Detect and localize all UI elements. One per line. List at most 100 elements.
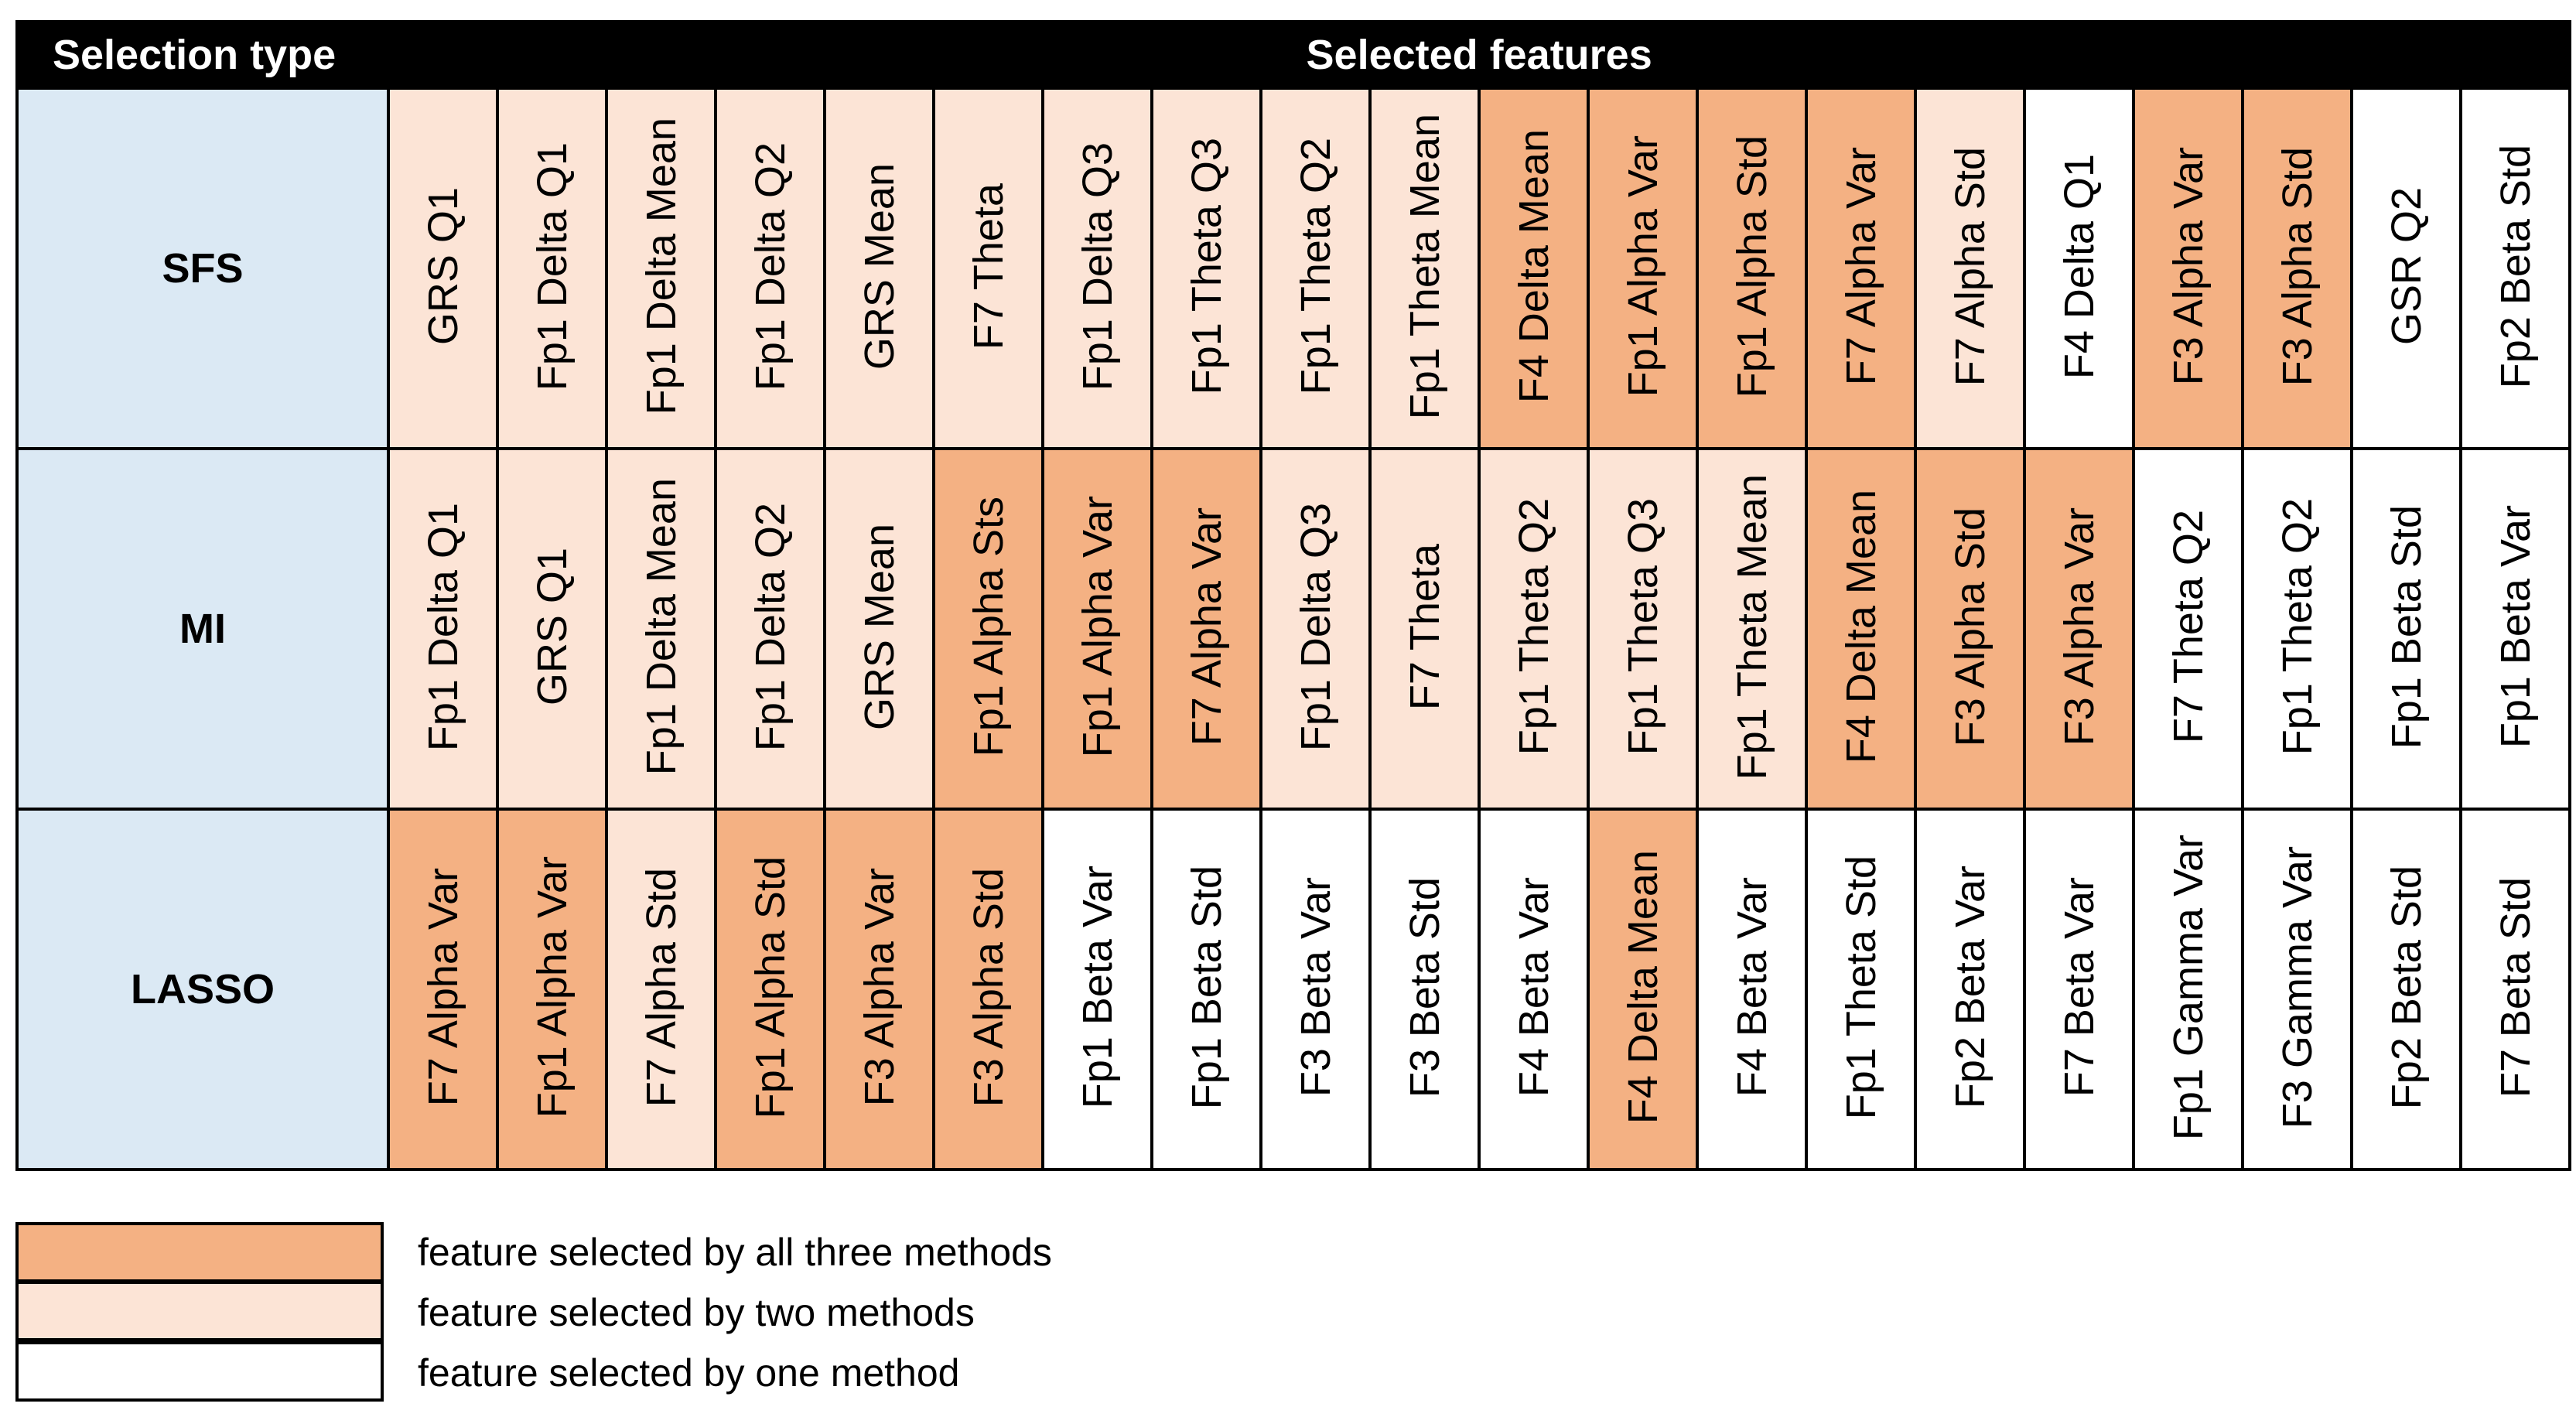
feature-cell: Fp1 Alpha Var bbox=[1041, 447, 1153, 811]
feature-cell: F3 Beta Std bbox=[1368, 808, 1481, 1171]
feature-selection-table: Selection type Selected features SFS GRS … bbox=[15, 20, 2572, 1171]
legend-item: feature selected by all three methods bbox=[15, 1222, 1052, 1282]
feature-cell: F3 Gamma Var bbox=[2241, 808, 2353, 1171]
feature-label: Fp1 Alpha Std bbox=[1728, 135, 1775, 398]
feature-label: F4 Delta Mean bbox=[1619, 850, 1666, 1125]
feature-cell: F7 Alpha Std bbox=[1914, 87, 2026, 450]
feature-label: F7 Theta Q2 bbox=[2164, 510, 2212, 744]
feature-label: F7 Theta bbox=[965, 183, 1012, 350]
feature-cell: F7 Alpha Var bbox=[1150, 447, 1262, 811]
feature-cell: GRS Mean bbox=[823, 87, 935, 450]
feature-cell: F7 Alpha Var bbox=[387, 808, 499, 1171]
feature-label: Fp1 Alpha Var bbox=[1619, 135, 1666, 398]
feature-cell: F7 Alpha Var bbox=[1805, 87, 1917, 450]
feature-cell: Fp1 Theta Q2 bbox=[1478, 447, 1590, 811]
feature-cell: F3 Alpha Var bbox=[2132, 87, 2244, 450]
feature-cell: F3 Alpha Std bbox=[932, 808, 1044, 1171]
feature-cell: Fp1 Theta Q2 bbox=[2241, 447, 2353, 811]
feature-label: Fp2 Beta Std bbox=[2383, 865, 2430, 1110]
selection-type-header: Selection type bbox=[15, 20, 390, 90]
feature-label: Fp1 Alpha Var bbox=[1074, 496, 1121, 758]
feature-cell: GSR Q2 bbox=[2350, 87, 2462, 450]
feature-label: Fp1 Theta Mean bbox=[1401, 113, 1448, 420]
feature-label: F7 Beta Var bbox=[2055, 877, 2103, 1098]
feature-label: F4 Delta Mean bbox=[1837, 490, 1884, 764]
feature-label: F3 Alpha Var bbox=[2055, 507, 2103, 746]
feature-label: Fp1 Theta Mean bbox=[1728, 473, 1775, 780]
feature-label: F3 Beta Var bbox=[1292, 877, 1339, 1098]
feature-cell: Fp1 Theta Q2 bbox=[1259, 87, 1372, 450]
table-body: SFS GRS Q1 Fp1 Delta Q1 Fp1 Delta Mean Fp1 D… bbox=[15, 87, 2572, 1171]
method-row-mi: MI Fp1 Delta Q1 GRS Q1 Fp1 Delta Mean Fp1 De… bbox=[15, 447, 2572, 811]
feature-cell: Fp1 Theta Q3 bbox=[1150, 87, 1262, 450]
feature-label: Fp1 Theta Q3 bbox=[1619, 498, 1666, 756]
feature-cell: Fp1 Theta Mean bbox=[1368, 87, 1481, 450]
legend: feature selected by all three methods fea… bbox=[15, 1222, 1052, 1403]
feature-cell: F4 Delta Mean bbox=[1587, 808, 1699, 1171]
feature-cell: F7 Theta bbox=[1368, 447, 1481, 811]
feature-cell: Fp2 Beta Var bbox=[1914, 808, 2026, 1171]
feature-cell: Fp2 Beta Std bbox=[2458, 87, 2572, 450]
feature-label: F7 Alpha Std bbox=[637, 867, 685, 1108]
feature-cell: GRS Mean bbox=[823, 447, 935, 811]
feature-label: F3 Gamma Var bbox=[2274, 845, 2321, 1129]
feature-label: Fp1 Delta Q2 bbox=[746, 142, 794, 391]
feature-cell: F4 Beta Var bbox=[1478, 808, 1590, 1171]
legend-label: feature selected by one method bbox=[418, 1351, 960, 1395]
feature-cell: Fp1 Delta Q3 bbox=[1259, 447, 1372, 811]
feature-cell: F7 Alpha Std bbox=[605, 808, 717, 1171]
feature-label: F4 Beta Var bbox=[1728, 877, 1775, 1098]
method-label: MI bbox=[15, 447, 390, 811]
header-row: Selection type Selected features bbox=[15, 20, 2572, 90]
feature-cell: Fp1 Gamma Var bbox=[2132, 808, 2244, 1171]
legend-label: feature selected by all three methods bbox=[418, 1231, 1052, 1274]
feature-label: GRS Q1 bbox=[419, 187, 466, 346]
feature-label: Fp1 Theta Q2 bbox=[1292, 138, 1339, 395]
legend-swatch bbox=[15, 1341, 384, 1402]
feature-label: Fp1 Gamma Var bbox=[2164, 834, 2212, 1141]
feature-cell: Fp1 Alpha Sts bbox=[932, 447, 1044, 811]
feature-cell: Fp2 Beta Std bbox=[2350, 808, 2462, 1171]
feature-label: GRS Mean bbox=[856, 523, 903, 731]
feature-cell: Fp1 Theta Q3 bbox=[1587, 447, 1699, 811]
feature-cell: F4 Delta Mean bbox=[1805, 447, 1917, 811]
method-row-lasso: LASSO F7 Alpha Var Fp1 Alpha Var F7 Alpha S… bbox=[15, 808, 2572, 1171]
feature-cell: Fp1 Delta Q1 bbox=[387, 447, 499, 811]
selected-features-header: Selected features bbox=[386, 20, 2572, 90]
method-label: SFS bbox=[15, 87, 390, 450]
legend-swatch bbox=[15, 1222, 384, 1282]
feature-label: F4 Delta Q1 bbox=[2055, 153, 2103, 380]
feature-label: F7 Alpha Var bbox=[1837, 147, 1884, 386]
feature-cell: Fp1 Alpha Std bbox=[714, 808, 826, 1171]
method-row-sfs: SFS GRS Q1 Fp1 Delta Q1 Fp1 Delta Mean Fp1 D… bbox=[15, 87, 2572, 450]
feature-label: F3 Alpha Var bbox=[2164, 147, 2212, 386]
legend-swatch bbox=[15, 1281, 384, 1341]
feature-cell: Fp1 Delta Mean bbox=[605, 447, 717, 811]
feature-label: Fp1 Theta Q2 bbox=[2274, 498, 2321, 756]
feature-label: F7 Alpha Var bbox=[419, 868, 466, 1107]
feature-cell: GRS Q1 bbox=[496, 447, 608, 811]
feature-label: F7 Alpha Var bbox=[1183, 507, 1230, 746]
feature-label: Fp1 Delta Mean bbox=[637, 118, 685, 415]
feature-label: Fp1 Theta Q3 bbox=[1183, 138, 1230, 395]
feature-cell: F3 Alpha Var bbox=[823, 808, 935, 1171]
feature-cell: Fp1 Delta Q3 bbox=[1041, 87, 1153, 450]
feature-label: F3 Alpha Std bbox=[2274, 146, 2321, 387]
feature-label: F3 Alpha Var bbox=[856, 868, 903, 1107]
feature-cell: Fp1 Delta Q2 bbox=[714, 87, 826, 450]
feature-cell: F4 Delta Q1 bbox=[2023, 87, 2135, 450]
feature-label: GRS Mean bbox=[856, 162, 903, 371]
feature-cell: F3 Alpha Std bbox=[1914, 447, 2026, 811]
feature-cell: Fp1 Delta Q2 bbox=[714, 447, 826, 811]
feature-label: Fp1 Delta Q3 bbox=[1292, 502, 1339, 752]
feature-label: Fp1 Delta Q1 bbox=[419, 502, 466, 752]
feature-label: GSR Q2 bbox=[2383, 187, 2430, 346]
legend-item: feature selected by two methods bbox=[15, 1281, 1052, 1343]
feature-cell: F7 Theta Q2 bbox=[2132, 447, 2244, 811]
feature-cell: Fp1 Beta Var bbox=[2458, 447, 2572, 811]
feature-cell: Fp1 Beta Var bbox=[1041, 808, 1153, 1171]
legend-label: feature selected by two methods bbox=[418, 1291, 975, 1334]
feature-cell: F3 Alpha Var bbox=[2023, 447, 2135, 811]
feature-label: Fp1 Delta Q1 bbox=[528, 142, 576, 391]
feature-label: Fp1 Delta Mean bbox=[637, 478, 685, 776]
